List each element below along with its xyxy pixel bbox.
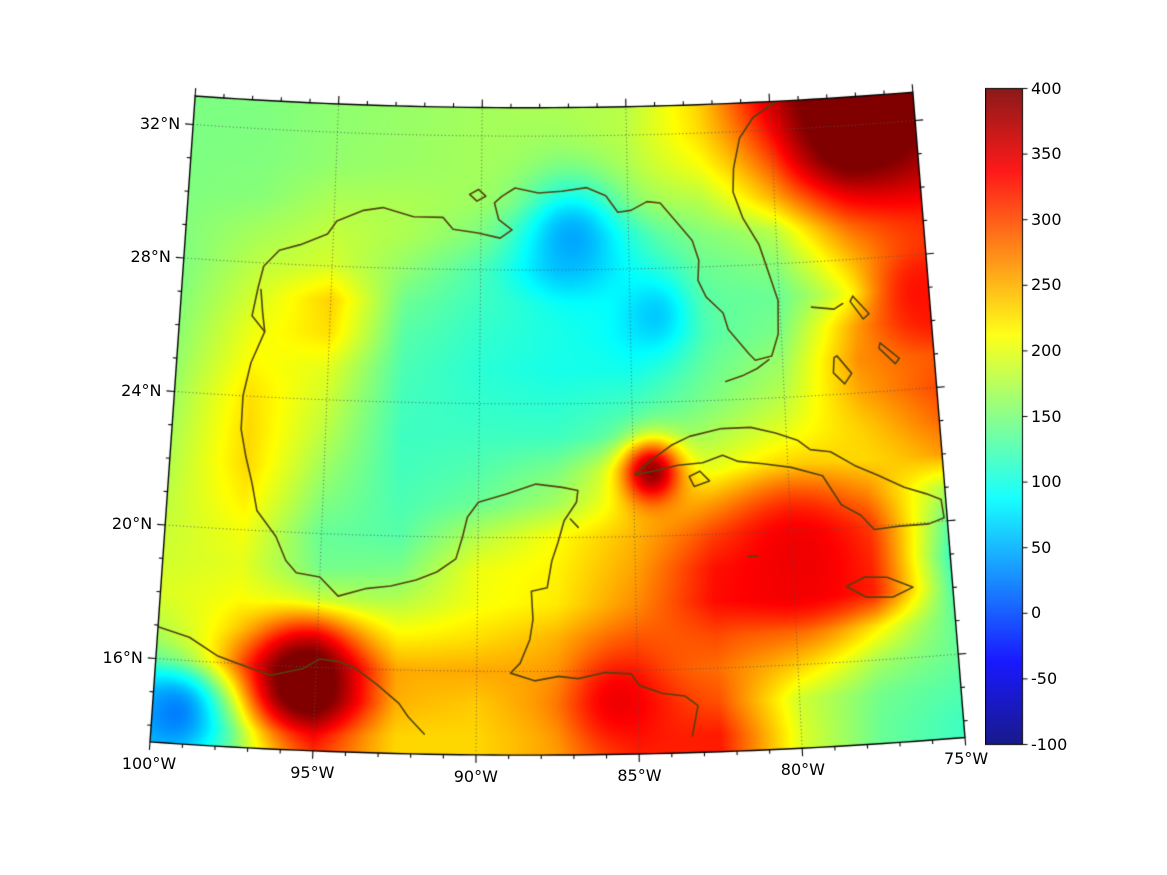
lat-tick-label: 28°N [130, 247, 171, 267]
lat-tick-label: 20°N [111, 514, 153, 534]
colorbar-tick-label: 250 [1031, 275, 1062, 295]
lon-tick-label: 95°W [290, 762, 335, 782]
colorbar-tick-label: -100 [1031, 734, 1068, 754]
colorbar-canvas [985, 87, 1031, 747]
colorbar-tick-label: 350 [1031, 144, 1062, 164]
lat-tick-label: 24°N [121, 380, 162, 400]
lat-tick-label: 32°N [139, 113, 181, 133]
colorbar-tick-label: 400 [1031, 78, 1062, 98]
lon-tick-label: 75°W [944, 749, 989, 769]
colorbar-tick-label: -50 [1031, 668, 1058, 688]
lon-tick-label: 85°W [617, 765, 662, 785]
gulf-of-mexico-heatmap-canvas [130, 70, 980, 765]
lon-tick-label: 90°W [453, 766, 498, 786]
colorbar-tick-label: 300 [1031, 209, 1062, 229]
lon-tick-label: 100°W [121, 753, 177, 773]
colorbar-tick-label: 50 [1031, 537, 1052, 557]
colorbar-tick-label: 100 [1031, 472, 1062, 492]
lat-tick-label: 16°N [102, 647, 143, 667]
colorbar-tick-label: 0 [1031, 603, 1042, 623]
colorbar-tick-label: 200 [1031, 340, 1062, 360]
lon-tick-label: 80°W [780, 760, 825, 780]
colorbar-tick-label: 150 [1031, 406, 1062, 426]
